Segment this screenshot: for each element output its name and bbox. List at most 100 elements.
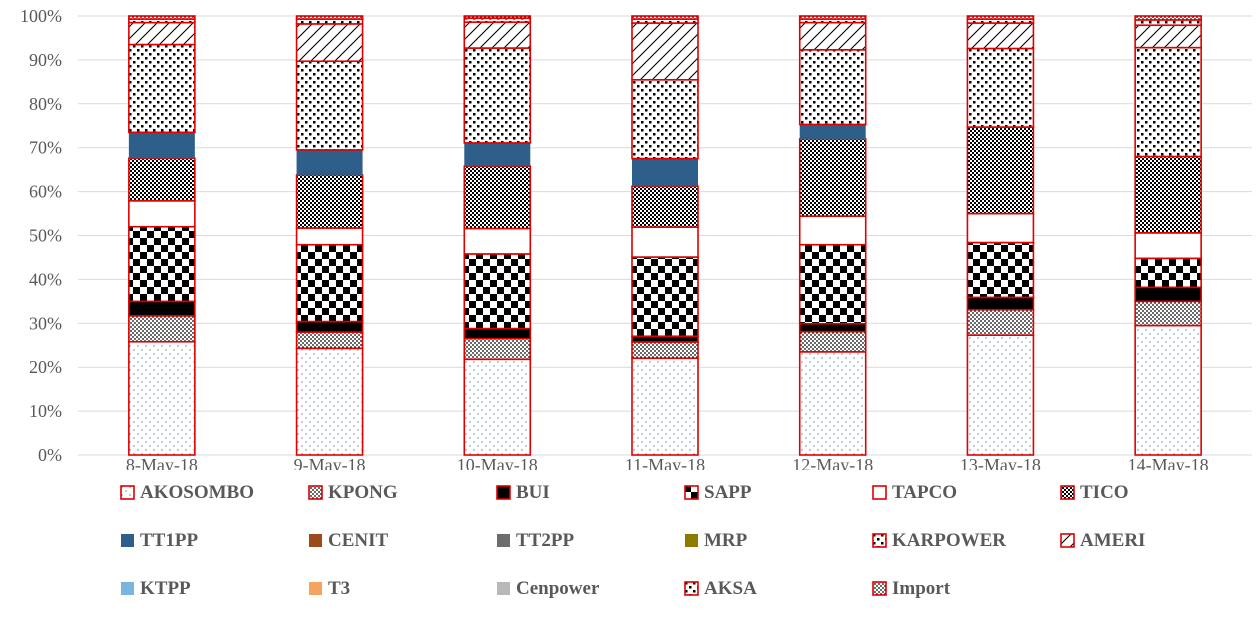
x-tick-label: 8-May-18 [126, 455, 198, 470]
legend-label: TT2PP [516, 530, 575, 551]
bar-segment-tt1pp [464, 142, 531, 167]
bar-segment-karpower [463, 47, 532, 144]
bar-segment-bui [1134, 286, 1202, 303]
bar-segment-akosombo [128, 340, 196, 456]
bar-segment-bui [631, 335, 699, 343]
y-tick-label: 70% [29, 138, 62, 158]
bar-segment-tt1pp [296, 149, 363, 175]
legend-swatch [1060, 533, 1075, 548]
bar-segment-ameri [1134, 24, 1202, 49]
legend-item-tico: TICO [1060, 482, 1129, 504]
bar-segment-ameri [463, 21, 532, 49]
bar-segment-kpong [463, 337, 532, 361]
bar-segment-tapco [1134, 232, 1202, 260]
bar-segment-ameri [295, 23, 364, 63]
bar-segment-akosombo [966, 334, 1035, 456]
legend-swatch [872, 485, 887, 500]
legend: AKOSOMBO KPONG BUI SAPP TAPCO TICO TT1PP CENIT T… [120, 470, 1240, 620]
legend-item-cenit: CENIT [308, 530, 388, 552]
bar-segment-sapp [128, 225, 196, 303]
y-tick-label: 40% [29, 269, 62, 289]
y-axis-ticks: 0% 10% 20% 30% 40% 50% 60% 70% 80% 90% 100% [20, 6, 62, 465]
legend-swatch [685, 534, 698, 547]
bar-segment-tapco [798, 215, 867, 246]
bar-segment-kpong [295, 331, 364, 350]
legend-swatch [309, 582, 322, 595]
bar-segment-bui [463, 327, 532, 340]
y-tick-label: 0% [38, 445, 62, 465]
legend-item-tt2pp: TT2PP [496, 530, 574, 552]
legend-item-akosombo: AKOSOMBO [120, 482, 254, 504]
bar-segment-ameri [966, 22, 1035, 50]
legend-item-ameri: AMERI [1060, 530, 1145, 552]
bar-segment-tapco [128, 200, 196, 228]
y-tick-label: 10% [29, 401, 62, 421]
bar-segment-import [128, 15, 196, 20]
bar-segment-kpong [1134, 300, 1202, 327]
legend-item-tapco: TAPCO [872, 482, 957, 504]
y-tick-label: 50% [29, 226, 62, 246]
legend-label: SAPP [704, 482, 752, 503]
bar-segment-tapco [463, 227, 532, 255]
legend-item-ktpp: KTPP [120, 578, 191, 600]
legend-swatch [684, 581, 699, 596]
bar-segment-akosombo [631, 357, 699, 456]
bar-segment-bui [798, 322, 867, 333]
legend-item-cenpower: Cenpower [496, 578, 599, 600]
x-tick-label: 12-May-18 [792, 455, 873, 470]
legend-swatch [872, 533, 887, 548]
legend-swatch [121, 534, 134, 547]
x-tick-label: 14-May-18 [1128, 455, 1209, 470]
legend-swatch [872, 581, 887, 596]
bar-segment-ameri [631, 22, 699, 81]
legend-item-aksa: AKSA [684, 578, 757, 600]
bar-segment-tico [966, 126, 1035, 215]
bar-segment-bui [295, 320, 364, 333]
x-axis-ticks: 8-May-18 9-May-18 10-May-18 11-May-18 12-May… [126, 455, 1209, 470]
bar-segment-karpower [128, 43, 196, 134]
legend-label: TICO [1080, 482, 1129, 503]
legend-item-kpong: KPONG [308, 482, 398, 504]
legend-label: Import [892, 578, 951, 599]
legend-label: TAPCO [892, 482, 958, 503]
legend-item-bui: BUI [496, 482, 550, 504]
legend-label: KTPP [140, 578, 191, 599]
legend-label: AKOSOMBO [140, 482, 255, 503]
legend-label: MRP [704, 530, 748, 551]
y-tick-label: 100% [20, 6, 62, 26]
legend-label: CENIT [328, 530, 389, 551]
bar-segment-akosombo [295, 347, 364, 456]
legend-swatch [308, 485, 323, 500]
legend-label: TT1PP [140, 530, 199, 551]
bar-segment-tico [295, 174, 364, 229]
bar-segment-karpower [295, 60, 364, 151]
legend-label: AKSA [704, 578, 757, 599]
bar-segment-sapp [631, 256, 699, 338]
legend-item-t3: T3 [308, 578, 350, 600]
legend-label: T3 [328, 578, 351, 599]
x-tick-label: 13-May-18 [960, 455, 1041, 470]
bar-segment-sapp [463, 253, 532, 330]
legend-label: AMERI [1080, 530, 1146, 551]
x-tick-label: 9-May-18 [294, 455, 366, 470]
bar-segment-karpower [1134, 46, 1202, 158]
bar-segment-bui [128, 300, 196, 317]
bar-segment-tico [1134, 155, 1202, 234]
bar-segment-ameri [128, 21, 196, 46]
x-tick-label: 10-May-18 [457, 455, 538, 470]
legend-swatch [497, 582, 510, 595]
bar-segment-kpong [798, 330, 867, 353]
bar-segment-sapp [798, 243, 867, 325]
bar-segment-import [798, 15, 867, 20]
bar-segment-tico [631, 185, 699, 228]
y-tick-label: 90% [29, 50, 62, 70]
legend-swatch [1060, 485, 1075, 500]
legend-label: KPONG [328, 482, 398, 503]
bar-segment-tico [463, 165, 532, 230]
bar-segment-karpower [966, 47, 1035, 128]
legend-label: Cenpower [516, 578, 600, 599]
bar-segment-kpong [631, 341, 699, 360]
bar-segment-import [631, 15, 699, 20]
legend-swatch [309, 534, 322, 547]
bar-segment-import [295, 15, 364, 20]
